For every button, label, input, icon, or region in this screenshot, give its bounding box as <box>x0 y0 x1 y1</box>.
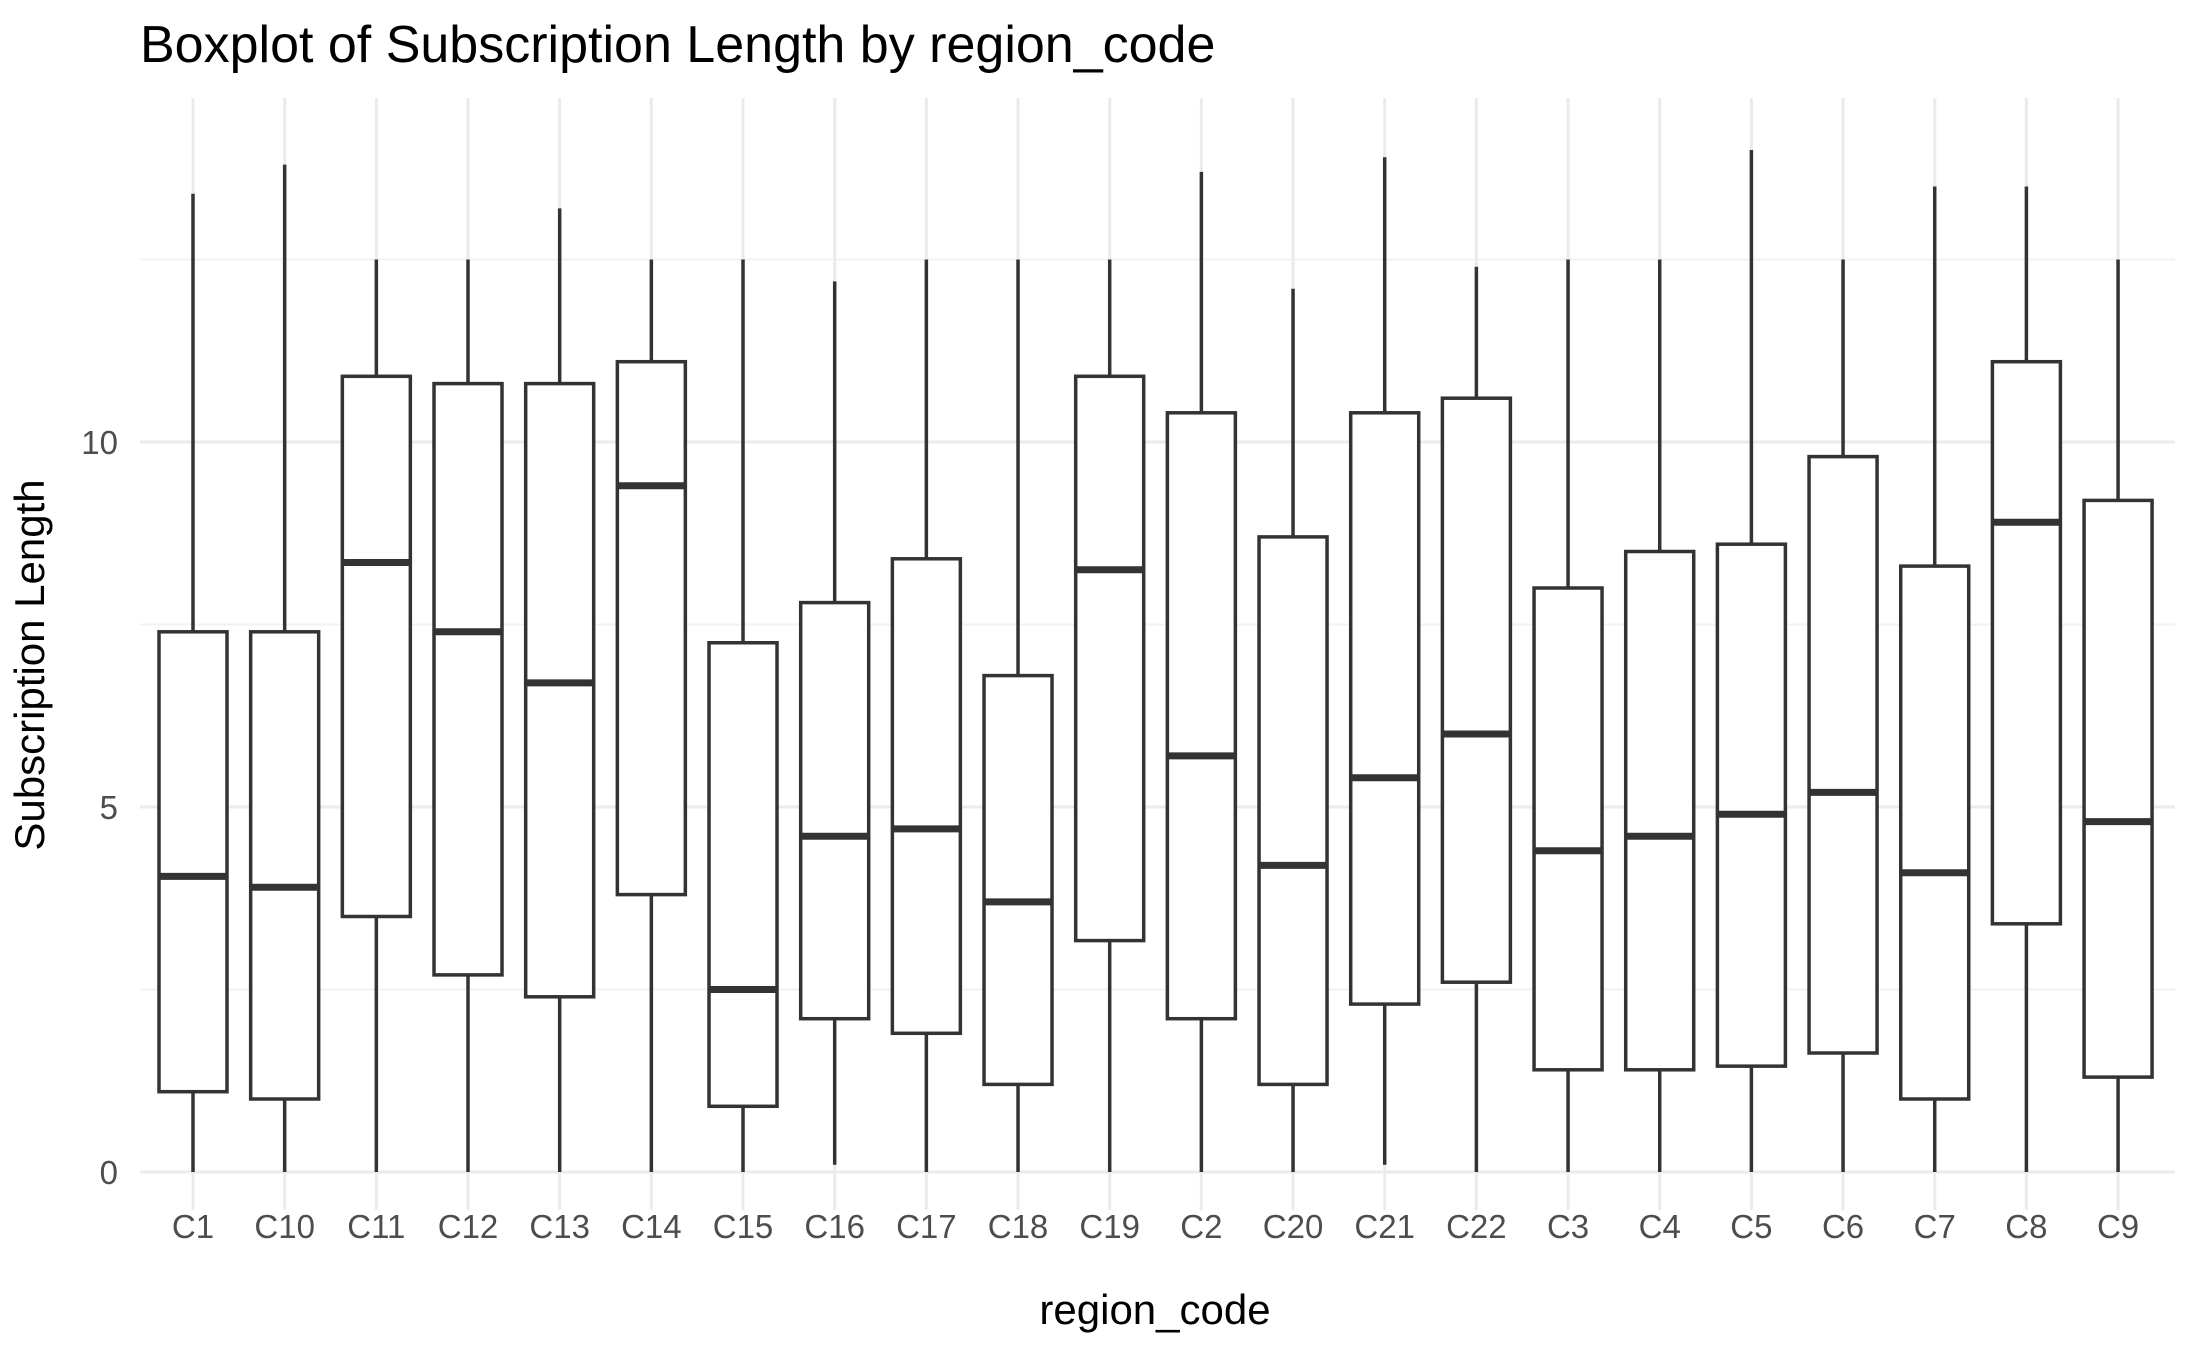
box-iqr <box>1073 374 1146 943</box>
box-C20 <box>1257 288 1329 1172</box>
box-iqr <box>157 630 229 1094</box>
box-iqr <box>1990 359 2063 926</box>
box-C14 <box>615 259 688 1172</box>
box-C19 <box>1073 259 1146 1172</box>
box-iqr <box>890 557 963 1036</box>
box-iqr <box>615 359 688 897</box>
box-C17 <box>890 259 963 1172</box>
x-tick-labels: C1 C10 C11 C12 C13 C14 C15 C16 C17 C18 C19 C2 C20 C21… <box>172 1208 2139 1245</box>
box-C8 <box>1990 186 2063 1172</box>
box-C11 <box>340 259 413 1172</box>
box-C15 <box>707 259 779 1172</box>
x-tick-label: C15 <box>713 1208 774 1245</box>
box-C4 <box>1623 259 1696 1172</box>
x-tick-label: C13 <box>529 1208 590 1245</box>
box-iqr <box>1715 542 1788 1068</box>
box-C5 <box>1715 150 1788 1172</box>
x-tick-label: C7 <box>1914 1208 1956 1245</box>
box-iqr <box>523 381 596 999</box>
x-tick-label: C16 <box>804 1208 865 1245</box>
x-tick-label: C9 <box>2097 1208 2139 1245</box>
box-C13 <box>523 208 596 1172</box>
box-C16 <box>798 281 871 1165</box>
box-C22 <box>1440 266 1513 1172</box>
x-axis-title: region_code <box>1039 1286 1270 1333</box>
box-iqr <box>1532 586 1604 1072</box>
y-tick-labels: 0 5 10 <box>81 424 118 1191</box>
box-C18 <box>982 259 1054 1172</box>
box-iqr <box>707 641 779 1109</box>
x-tick-label: C21 <box>1354 1208 1415 1245</box>
box-C10 <box>248 164 321 1172</box>
box-iqr <box>1807 454 1879 1055</box>
y-tick-label: 0 <box>100 1154 118 1191</box>
x-tick-label: C4 <box>1639 1208 1681 1245</box>
y-axis-title: Subscription Length <box>6 479 53 850</box>
box-iqr <box>982 673 1054 1087</box>
x-tick-label: C6 <box>1822 1208 1864 1245</box>
chart-title: Boxplot of Subscription Length by region… <box>140 16 1215 74</box>
box-iqr <box>798 600 871 1021</box>
box-iqr <box>1898 564 1971 1101</box>
x-tick-label: C19 <box>1079 1208 1140 1245</box>
x-tick-label: C20 <box>1263 1208 1324 1245</box>
x-tick-label: C2 <box>1180 1208 1222 1245</box>
box-C7 <box>1898 186 1971 1172</box>
boxes <box>157 150 2154 1172</box>
box-iqr <box>2082 498 2154 1079</box>
box-iqr <box>432 381 504 977</box>
x-tick-label: C22 <box>1446 1208 1507 1245</box>
box-C1 <box>157 193 229 1172</box>
box-C6 <box>1807 259 1879 1172</box>
box-C2 <box>1165 171 1238 1172</box>
x-tick-label: C17 <box>896 1208 957 1245</box>
x-tick-label: C12 <box>438 1208 499 1245</box>
y-tick-label: 10 <box>81 424 118 461</box>
x-tick-label: C8 <box>2005 1208 2047 1245</box>
box-C9 <box>2082 259 2154 1172</box>
x-tick-label: C5 <box>1730 1208 1772 1245</box>
x-tick-label: C18 <box>988 1208 1049 1245</box>
box-C21 <box>1348 157 1421 1165</box>
box-C3 <box>1532 259 1604 1172</box>
box-iqr <box>340 374 413 919</box>
box-iqr <box>1348 411 1421 1006</box>
box-iqr <box>248 630 321 1101</box>
box-iqr <box>1623 549 1696 1072</box>
x-tick-label: C11 <box>347 1208 405 1245</box>
x-tick-label: C14 <box>621 1208 682 1245</box>
x-tick-label: C1 <box>172 1208 214 1245</box>
y-tick-label: 5 <box>100 789 118 826</box>
box-C12 <box>432 259 504 1172</box>
box-iqr <box>1440 396 1513 984</box>
box-iqr <box>1165 411 1238 1021</box>
x-tick-label: C3 <box>1547 1208 1589 1245</box>
x-tick-label: C10 <box>254 1208 315 1245</box>
box-iqr <box>1257 535 1329 1087</box>
